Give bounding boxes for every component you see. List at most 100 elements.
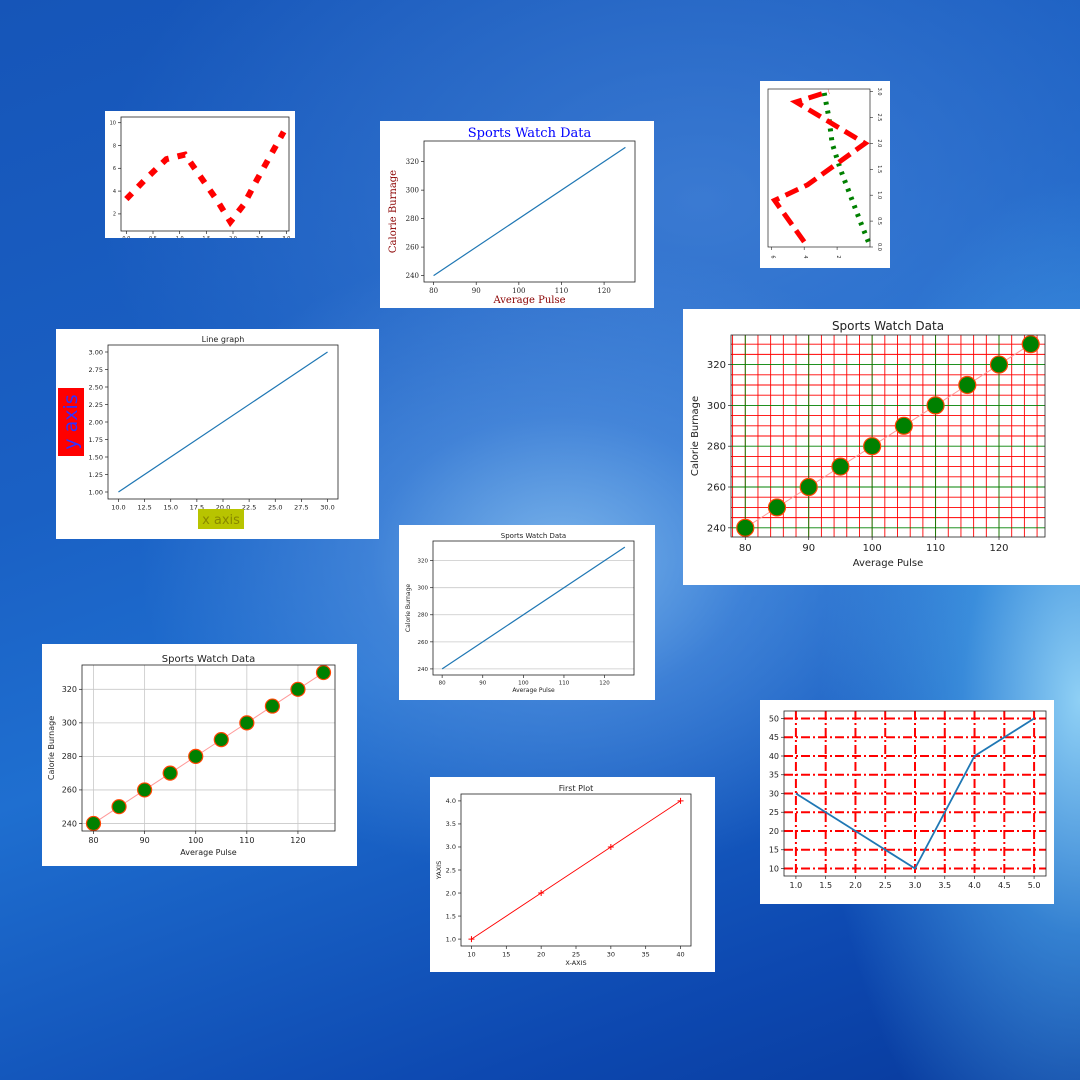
chart-title: Sports Watch Data: [468, 126, 592, 141]
x-tick-label: 3.5: [938, 881, 951, 890]
x-tick-label: 27.5: [294, 504, 308, 512]
data-point: [989, 355, 1009, 374]
chart-svg: 0.00.51.01.52.02.53.0108642: [767, 88, 882, 259]
y-tick-label: 1.0: [446, 935, 456, 943]
y-tick-label: 1.0: [876, 191, 882, 199]
plot-frame: [767, 88, 871, 248]
x-tick-label: 2: [835, 255, 841, 258]
y-tick-label: 300: [406, 187, 419, 195]
y-tick-label: 1.5: [446, 912, 456, 920]
y-tick-label: 320: [707, 360, 726, 371]
x-axis-label: X-AXIS: [565, 959, 586, 967]
data-point: [290, 681, 306, 697]
x-tick-label: 10: [467, 951, 475, 959]
y-tick-label: 240: [707, 523, 726, 534]
y-tick-label: 1.75: [89, 436, 103, 444]
y-axis-label: y axis: [60, 394, 82, 449]
data-point: [188, 748, 204, 764]
x-tick-label: 3.0: [282, 236, 290, 238]
chart-svg: 10.0 12.5 15.0 17.5 20.0 22.5 25.0 27.5 30.0 1.00…: [58, 335, 339, 529]
x-tick-label: 80: [439, 681, 446, 687]
y-tick-label: 320: [406, 158, 419, 166]
x-tick-label: 100: [518, 681, 529, 687]
data-point: [736, 518, 755, 537]
y-tick-label: 15: [769, 846, 779, 855]
data-point: [863, 437, 882, 456]
x-tick-label: 110: [559, 681, 570, 687]
y-tick-label: 300: [418, 586, 429, 592]
y-tick-label: 260: [418, 640, 429, 646]
x-axis-label: x axis: [202, 513, 240, 528]
x-tick-label: 25: [572, 951, 580, 959]
data-point: [137, 782, 153, 798]
chart-panel-rotated-dual-lines: 0.00.51.01.52.02.53.0108642: [760, 81, 890, 268]
y-tick-label: 20: [769, 827, 779, 836]
x-tick-label: 30: [607, 951, 615, 959]
x-tick-label: 4: [802, 255, 808, 258]
x-tick-label: 80: [739, 543, 752, 554]
y-tick-label: 2: [113, 212, 116, 218]
x-tick-label: 4.5: [998, 881, 1011, 890]
y-tick-label: 2.75: [89, 366, 103, 374]
x-tick-label: 0.0: [122, 236, 130, 238]
x-tick-label: 12.5: [137, 504, 151, 512]
data-point: [799, 477, 818, 497]
chart-svg: 80 90 100 110 120 240 260 280 300 320 Sports Watch…: [47, 654, 336, 857]
x-tick-label: 80: [88, 836, 98, 845]
plot-frame: [81, 664, 336, 832]
x-tick-label: 1.0: [790, 881, 803, 890]
x-tick-label: 90: [472, 287, 481, 295]
chart-svg: 80 90 100 110 120 240 260 280 300 320 Sports Watch…: [690, 319, 1046, 569]
y-tick-label: 50: [769, 714, 779, 723]
data-point: [111, 799, 127, 815]
y-tick-label: 35: [769, 771, 779, 780]
data-point: [677, 797, 684, 804]
chart-title: First Plot: [559, 784, 593, 793]
x-tick-label: 2.0: [849, 881, 862, 890]
y-tick-label: 2.50: [89, 383, 103, 391]
y-tick-label: 240: [62, 819, 77, 828]
x-tick-label: 25.0: [268, 504, 282, 512]
chart-svg: 0.0 0.5 1.0 1.5 2.0 2.5 3.0 2 4 6 8 10: [110, 116, 290, 238]
x-axis-label: Average Pulse: [180, 848, 237, 857]
x-tick-label: 110: [239, 836, 254, 845]
data-line: [124, 130, 287, 228]
x-tick-label: 20: [537, 951, 545, 959]
x-tick-label: 80: [429, 287, 438, 295]
y-tick-label: 10: [769, 864, 779, 873]
y-tick-label: 260: [62, 786, 77, 795]
y-tick-label: 8: [113, 143, 116, 149]
y-tick-label: 6: [113, 166, 116, 172]
plot-frame: [432, 540, 635, 676]
x-tick-label: 0.5: [149, 236, 157, 238]
y-tick-label: 1.50: [89, 453, 103, 461]
y-axis-label: Calorie Burnage: [405, 584, 412, 633]
x-tick-label: 1.0: [176, 236, 184, 238]
data-line: [795, 717, 1035, 870]
y-tick-label: 2.5: [876, 114, 882, 122]
x-axis-label: Average Pulse: [512, 687, 555, 694]
data-line: [770, 89, 870, 244]
data-point: [1021, 335, 1040, 354]
x-tick-label: 90: [140, 836, 150, 845]
y-tick-label: 240: [406, 272, 419, 280]
y-tick-label: 3.0: [876, 88, 882, 96]
y-tick-label: 3.00: [89, 348, 103, 356]
x-tick-label: 22.5: [242, 504, 256, 512]
data-point: [468, 936, 475, 943]
x-tick-label: 20.0: [216, 504, 230, 512]
chart-panel-red-dashed-wave: 0.0 0.5 1.0 1.5 2.0 2.5 3.0 2 4 6 8 10: [105, 111, 295, 238]
y-axis-label: Calorie Burnage: [47, 716, 56, 780]
y-tick-label: 4.0: [446, 797, 456, 805]
x-tick-label: 4.0: [968, 881, 981, 890]
y-tick-label: 280: [707, 442, 726, 453]
chart-panel-first-plot: 10 15 20 25 30 35 40 1.0 1.5 2.0 2.5 3.0 3.5 4.0 First…: [430, 777, 715, 972]
data-point: [894, 416, 913, 435]
x-tick-label: 110: [555, 287, 568, 295]
y-tick-label: 300: [62, 719, 77, 728]
y-tick-label: 320: [62, 685, 77, 694]
x-tick-label: 1.5: [202, 236, 210, 238]
data-line: [745, 343, 1031, 529]
data-line: [118, 351, 328, 493]
x-tick-label: 120: [599, 681, 610, 687]
